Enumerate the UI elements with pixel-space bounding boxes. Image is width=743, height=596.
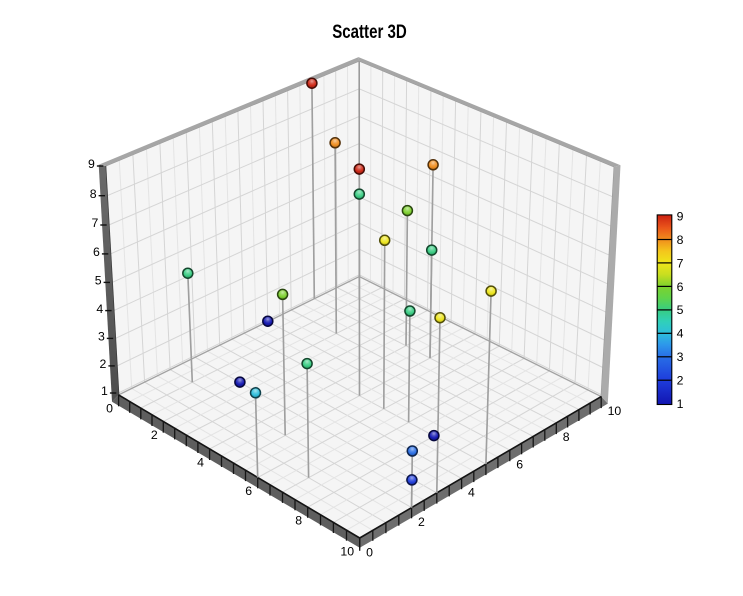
svg-text:0: 0 (366, 545, 373, 559)
svg-text:8: 8 (295, 514, 302, 528)
svg-text:8: 8 (677, 233, 684, 247)
svg-text:2: 2 (100, 357, 107, 371)
svg-text:5: 5 (95, 274, 102, 288)
svg-text:1: 1 (677, 397, 684, 411)
svg-text:6: 6 (677, 280, 684, 294)
svg-text:8: 8 (563, 430, 570, 444)
svg-text:2: 2 (418, 515, 425, 529)
svg-text:4: 4 (468, 486, 475, 500)
svg-text:8: 8 (90, 187, 97, 201)
svg-text:6: 6 (93, 245, 100, 259)
svg-text:3: 3 (98, 330, 105, 344)
svg-text:6: 6 (516, 457, 523, 471)
svg-text:0: 0 (106, 401, 113, 415)
svg-text:3: 3 (677, 350, 684, 364)
svg-text:4: 4 (197, 455, 204, 469)
svg-text:10: 10 (340, 545, 354, 559)
svg-text:2: 2 (151, 428, 158, 442)
svg-text:9: 9 (88, 157, 95, 171)
svg-text:4: 4 (96, 302, 103, 316)
svg-text:4: 4 (677, 327, 684, 341)
svg-text:10: 10 (608, 404, 622, 418)
svg-text:6: 6 (245, 484, 252, 498)
svg-text:Scatter 3D: Scatter 3D (332, 22, 407, 43)
svg-text:9: 9 (677, 209, 684, 223)
svg-text:5: 5 (677, 303, 684, 317)
svg-text:7: 7 (91, 216, 98, 230)
svg-text:7: 7 (677, 256, 684, 270)
svg-text:1: 1 (101, 384, 108, 398)
svg-text:2: 2 (677, 374, 684, 388)
